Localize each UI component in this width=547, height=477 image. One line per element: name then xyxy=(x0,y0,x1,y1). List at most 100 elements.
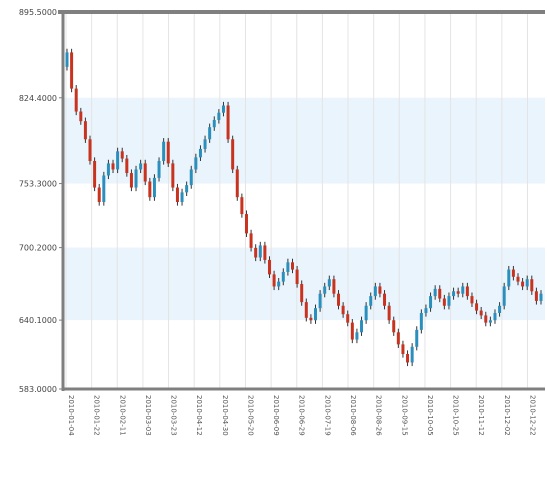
candle xyxy=(235,165,239,201)
candle xyxy=(157,157,161,182)
candle xyxy=(516,273,520,286)
candle xyxy=(231,135,235,174)
x-tick-label: 2010-06-09 xyxy=(272,395,280,436)
candle xyxy=(507,265,511,291)
candle xyxy=(240,193,244,218)
candle xyxy=(475,299,479,315)
candle xyxy=(387,302,391,324)
candle xyxy=(539,290,543,305)
candle xyxy=(281,268,285,286)
x-tick-label: 2010-12-22 xyxy=(528,395,536,436)
x-tick-label: 2010-11-12 xyxy=(477,395,485,436)
x-tick-label: 2010-02-11 xyxy=(118,395,126,436)
x-tick-label: 2010-01-04 xyxy=(67,395,75,436)
candle xyxy=(465,282,469,300)
candle xyxy=(498,302,502,317)
candle xyxy=(93,157,97,192)
candle xyxy=(396,328,400,348)
candle xyxy=(479,306,483,320)
candle xyxy=(185,181,189,196)
candle xyxy=(401,340,405,358)
y-tick-label: 895.5000 xyxy=(19,8,57,17)
candle xyxy=(355,328,359,344)
candle xyxy=(79,107,83,125)
candle xyxy=(360,316,364,336)
candle xyxy=(106,159,110,180)
candle xyxy=(258,241,262,262)
candle xyxy=(244,210,248,237)
candle xyxy=(392,316,396,336)
candle xyxy=(267,256,271,279)
candle xyxy=(194,153,198,174)
candle xyxy=(309,314,313,324)
candle xyxy=(484,311,488,327)
shaded-band xyxy=(63,247,545,321)
y-tick-label: 583.0000 xyxy=(19,385,57,394)
candle xyxy=(419,309,423,334)
candle xyxy=(208,123,212,143)
candle xyxy=(461,282,465,298)
candle xyxy=(286,258,290,276)
candle xyxy=(323,282,327,298)
candle xyxy=(304,298,308,322)
x-tick-label: 2010-12-02 xyxy=(503,395,511,436)
candle xyxy=(116,147,120,174)
candle xyxy=(350,319,354,344)
candle xyxy=(502,282,506,310)
candle xyxy=(314,304,318,324)
candle xyxy=(217,109,221,124)
candle xyxy=(139,159,143,174)
candle xyxy=(493,309,497,324)
candle xyxy=(180,188,184,206)
candle xyxy=(134,165,138,192)
candle xyxy=(337,290,341,310)
candle xyxy=(525,275,529,291)
x-tick-label: 2010-04-12 xyxy=(195,395,203,436)
x-tick-label: 2010-03-23 xyxy=(170,395,178,436)
candle xyxy=(300,280,304,306)
x-tick-label: 2010-08-26 xyxy=(375,395,383,436)
candle xyxy=(198,145,202,161)
candle xyxy=(424,304,428,317)
x-axis-tick-labels: 2010-01-04 2010-01-22 2010-02-11 2010-03-03… xyxy=(67,395,536,436)
candle xyxy=(327,275,331,291)
x-tick-label: 2010-05-20 xyxy=(246,395,254,436)
candle xyxy=(373,282,377,300)
candle xyxy=(295,265,299,288)
y-tick-label: 700.2000 xyxy=(19,244,57,253)
candle xyxy=(171,159,175,192)
candle xyxy=(65,48,69,71)
candle xyxy=(410,343,414,367)
candle xyxy=(406,350,410,367)
candle xyxy=(456,287,460,298)
candlestick-series xyxy=(65,48,543,367)
y-tick-label: 753.3000 xyxy=(19,180,57,189)
x-tick-label: 2010-06-29 xyxy=(298,395,306,436)
x-tick-label: 2010-10-05 xyxy=(426,395,434,436)
candle xyxy=(83,117,87,143)
candle xyxy=(221,101,225,117)
x-tick-label: 2010-01-22 xyxy=(93,395,101,436)
candle xyxy=(212,116,216,131)
candle xyxy=(254,244,258,262)
candle xyxy=(488,316,492,327)
candle xyxy=(263,241,267,264)
candle xyxy=(125,154,129,177)
candle xyxy=(447,292,451,310)
candle xyxy=(111,159,115,174)
y-axis-tick-labels: 895.5000 824.4000 753.3000 700.2000 640.1000… xyxy=(19,8,63,394)
candle xyxy=(249,229,253,252)
candle xyxy=(378,282,382,298)
candle xyxy=(433,285,437,300)
candle xyxy=(175,183,179,206)
candle xyxy=(74,84,78,116)
candle xyxy=(290,258,294,274)
candle xyxy=(70,48,74,93)
candle xyxy=(429,292,433,312)
x-tick-label: 2010-08-06 xyxy=(349,395,357,436)
candle xyxy=(88,135,92,165)
candle xyxy=(369,292,373,310)
candle xyxy=(143,159,147,186)
candle xyxy=(152,174,156,201)
